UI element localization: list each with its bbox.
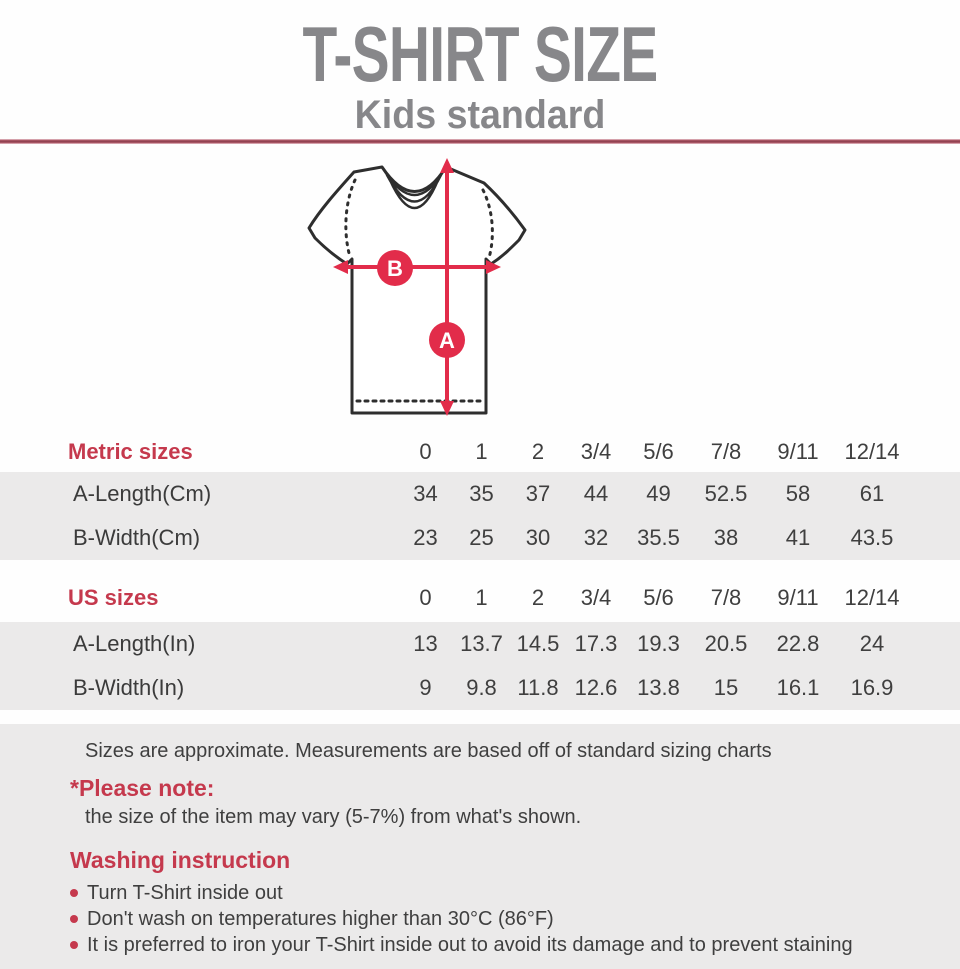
washing-item-text: It is preferred to iron your T-Shirt ins… [87,934,853,956]
size-column-header: 12/14 [844,439,900,464]
length-cm-value: 35 [469,481,494,506]
size-column-header: 9/11 [777,439,819,464]
length-cm-value: 61 [859,481,885,506]
size-column-header: 2 [531,439,545,464]
tshirt-diagram: B A [307,158,527,416]
width-arrow-right [486,260,501,274]
spacer [0,560,960,578]
length-cm-value: 49 [646,481,671,506]
please-note-text: the size of the item may vary (5-7%) fro… [85,806,582,828]
width-cm-value: 32 [583,525,609,550]
width-in-value: 16.1 [776,675,820,700]
length-marker-circle [429,322,465,358]
width-in-value: 15 [713,675,739,700]
width-in-value: 9 [419,675,432,700]
length-cm-label: A-Length(Cm) [73,481,212,506]
length-marker-label: A [439,328,455,353]
size-column-header: 0 [419,439,432,464]
length-in-value: 14.5 [516,631,560,656]
collar-ribbing [382,168,446,210]
width-cm-value: 25 [469,525,494,550]
size-column-header: 2 [531,585,545,610]
armhole-seam-right [481,188,494,260]
page-subtitle: Kids standard [354,93,606,137]
tshirt-diagram-area: B A [0,144,960,432]
width-marker-circle [377,250,413,286]
size-column-header: 3/4 [580,585,612,610]
width-cm-value: 43.5 [850,525,894,550]
width-in-value: 9.8 [466,675,497,700]
length-cm-row: A-Length(Cm) 34 35 37 44 49 52.5 58 61 [0,472,960,516]
width-marker-label: B [387,256,403,281]
width-cm-value: 35.5 [637,525,680,550]
width-in-value: 13.8 [637,675,680,700]
size-column-header: 3/4 [580,439,612,464]
bullet-icon [70,941,78,949]
metric-sizes-header-row: Metric sizes 0 1 2 3/4 5/6 7/8 9/11 12/1… [0,432,960,472]
width-cm-label: B-Width(Cm) [73,525,201,550]
width-in-row: B-Width(In) 9 9.8 11.8 12.6 13.8 15 16.1… [0,666,960,710]
page-header: T-SHIRT SIZE Kids standard [0,0,960,139]
length-in-value: 13 [413,631,438,656]
length-in-label: A-Length(In) [73,631,196,656]
length-cm-value: 52.5 [704,481,748,506]
washing-item-text: Turn T-Shirt inside out [87,882,283,904]
washing-instruction-heading: Washing instruction [70,847,291,873]
width-cm-value: 41 [785,525,811,550]
armhole-seam-left [344,178,357,259]
bullet-icon [70,915,78,923]
length-in-value: 24 [859,631,885,656]
metric-values-band: A-Length(Cm) 34 35 37 44 49 52.5 58 61 B… [0,472,960,560]
red-divider-line [0,139,960,144]
size-column-header: 1 [475,585,488,610]
width-arrow-left [333,260,348,274]
width-in-value: 16.9 [850,675,894,700]
length-cm-value: 34 [413,481,438,506]
approx-note: Sizes are approximate. Measurements are … [85,740,772,762]
width-in-value: 12.6 [574,675,618,700]
length-arrow-up [440,158,454,173]
bullet-icon [70,889,78,897]
notes-band: Sizes are approximate. Measurements are … [0,724,960,969]
width-cm-row: B-Width(Cm) 23 25 30 32 35.5 38 41 43.5 [0,516,960,560]
length-cm-value: 58 [785,481,811,506]
please-note-heading: *Please note: [70,775,215,801]
width-cm-value: 38 [713,525,739,550]
us-sizes-header-row: US sizes 0 1 2 3/4 5/6 7/8 9/11 12/14 [0,578,960,618]
width-in-label: B-Width(In) [73,675,185,700]
width-cm-value: 23 [413,525,438,550]
length-cm-value: 44 [583,481,609,506]
washing-item: It is preferred to iron your T-Shirt ins… [70,932,960,958]
washing-item-text: Don't wash on temperatures higher than 3… [87,908,554,930]
size-column-header: 5/6 [643,439,674,464]
size-column-header: 5/6 [643,585,674,610]
us-sizes-label: US sizes [68,585,159,610]
width-cm-value: 30 [525,525,551,550]
length-in-value: 20.5 [704,631,748,656]
tshirt-outline [307,165,527,415]
length-in-value: 13.7 [460,631,503,656]
length-in-value: 22.8 [776,631,820,656]
size-column-header: 0 [419,585,432,610]
size-column-header: 1 [475,439,488,464]
length-in-value: 19.3 [637,631,680,656]
washing-item: Don't wash on temperatures higher than 3… [70,906,960,932]
size-column-header: 7/8 [710,585,742,610]
size-column-header: 9/11 [777,585,819,610]
length-in-row: A-Length(In) 13 13.7 14.5 17.3 19.3 20.5… [0,622,960,666]
metric-sizes-label: Metric sizes [68,439,193,464]
size-column-header: 7/8 [710,439,742,464]
length-cm-value: 37 [525,481,551,506]
length-arrow-down [440,401,454,416]
page-title: T-SHIRT SIZE [302,10,658,98]
length-in-value: 17.3 [574,631,618,656]
size-column-header: 12/14 [844,585,900,610]
width-in-value: 11.8 [517,675,559,700]
us-values-band: A-Length(In) 13 13.7 14.5 17.3 19.3 20.5… [0,622,960,710]
washing-instruction-list: Turn T-Shirt inside out Don't wash on te… [70,880,960,958]
washing-item: Turn T-Shirt inside out [70,880,960,906]
